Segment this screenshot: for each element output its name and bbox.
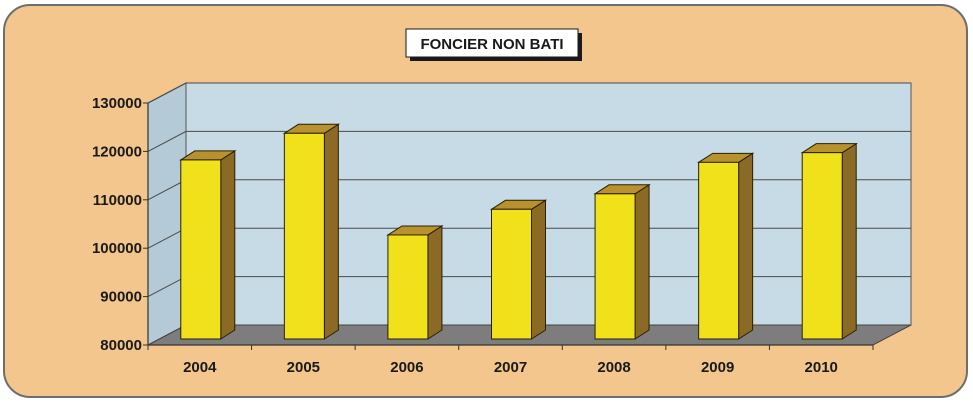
- title-background: [405, 28, 579, 58]
- bar-front: [491, 208, 532, 340]
- bar-side: [427, 225, 443, 340]
- bar-front: [801, 152, 843, 340]
- bar-2009: [696, 152, 755, 340]
- x-tick-label: 2006: [390, 359, 423, 376]
- bar-front: [594, 193, 636, 340]
- gridline: [147, 82, 911, 104]
- chart-title: FONCIER NON BATI: [420, 36, 563, 53]
- bar-side: [531, 199, 546, 340]
- x-axis: 2004 2005 2006 2007 2008 2009 2010: [147, 344, 874, 376]
- y-tick-label: 110000: [93, 192, 142, 209]
- bar-2008: [593, 183, 651, 340]
- x-tick-label: 2009: [701, 359, 734, 376]
- bar-front: [387, 234, 429, 340]
- y-axis: 80000 90000 100000 110000 120000 130000: [92, 95, 149, 354]
- bar-side: [220, 150, 236, 340]
- bar-front: [180, 159, 222, 340]
- bar-side: [841, 142, 857, 340]
- gridline: [147, 130, 911, 152]
- x-tick-label: 2008: [597, 359, 630, 376]
- bar-side: [738, 152, 754, 340]
- y-tick-label: 90000: [100, 289, 142, 306]
- bar-front: [698, 161, 740, 340]
- x-tick-label: 2007: [494, 359, 527, 376]
- x-tick-label: 2010: [805, 359, 838, 376]
- x-tick-label: 2004: [183, 359, 217, 376]
- bar-side: [634, 183, 650, 340]
- x-tick-label: 2005: [287, 359, 320, 376]
- bar-2006: [386, 225, 444, 340]
- y-tick-label: 100000: [92, 240, 142, 257]
- bar-2007: [489, 199, 548, 340]
- y-tick-label: 130000: [92, 95, 142, 112]
- chart-title-box: FONCIER NON BATI: [405, 28, 582, 61]
- bar-2004: [179, 150, 237, 340]
- bar-2010: [800, 142, 858, 340]
- bar-side: [323, 123, 339, 340]
- y-tick-label: 120000: [92, 143, 142, 160]
- bar-2005: [282, 123, 341, 340]
- y-tick-label: 80000: [100, 337, 142, 354]
- bar-front: [283, 132, 325, 340]
- bars: [179, 123, 858, 340]
